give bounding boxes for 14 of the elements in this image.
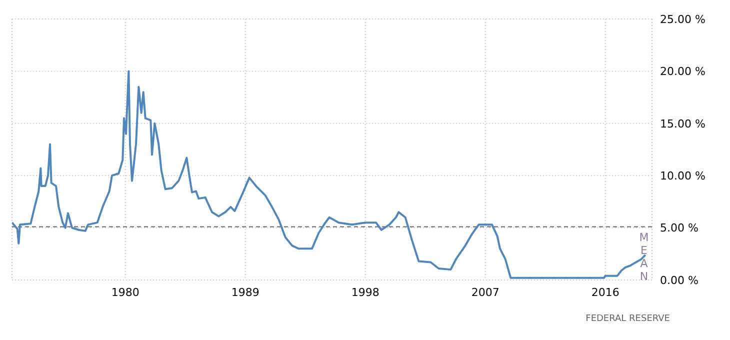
y-tick-label: 25.00 % [660,12,706,26]
ref-line-label: MEAN [639,230,649,283]
x-tick-label: 1989 [231,286,260,299]
y-tick-label: 5.00 % [660,222,698,235]
line-series [12,70,646,279]
x-tick-label: 2016 [591,286,620,299]
x-tick-label: 2007 [471,286,500,299]
y-tick-label: 15.00 % [660,117,706,130]
text: FEDERAL RESERVE [586,314,670,324]
y-tick-label: 0.00 % [660,274,698,287]
x-tick-label: 1980 [111,286,140,299]
y-tick-label: 20.00 % [660,65,706,78]
y-tick-label: 10.00 % [660,170,706,183]
x-tick-label: 1998 [351,286,380,299]
